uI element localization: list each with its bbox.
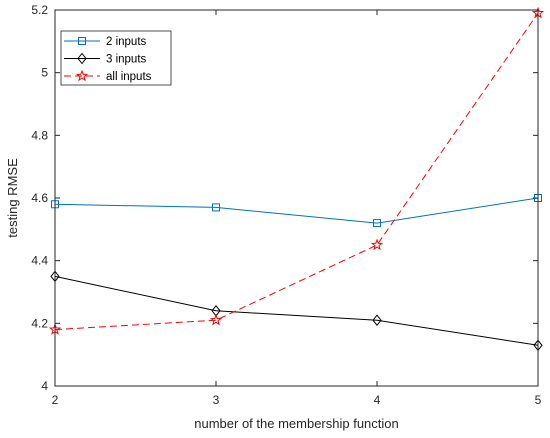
- series-3-point: [370, 238, 384, 251]
- legend-label-1: 2 inputs: [106, 36, 147, 48]
- legend: 2 inputs 3 inputs all inputs: [60, 30, 172, 86]
- x-tick-label: 4: [374, 393, 381, 407]
- y-tick-label: 4.6: [31, 191, 48, 205]
- series-line-2: [54, 275, 539, 346]
- axis-ticks: 2 3 4 5 4 4.2 4.4 4.6 4.8 5 5.2: [31, 3, 541, 407]
- y-tick-label: 4.4: [31, 254, 48, 268]
- x-tick-label: 2: [52, 393, 59, 407]
- series-1-point: [373, 219, 381, 228]
- y-tick-label: 4.8: [31, 128, 48, 142]
- series-line-3: [54, 12, 539, 331]
- legend-marker-3: [75, 69, 89, 82]
- legend-marker-1: [78, 37, 86, 45]
- y-tick-label: 5.2: [31, 3, 48, 17]
- x-tick-label: 5: [535, 393, 542, 407]
- y-tick-label: 5: [41, 66, 48, 80]
- legend-label-2: 3 inputs: [106, 54, 147, 66]
- legend-label-3: all inputs: [106, 71, 152, 83]
- y-tick-label: 4: [41, 379, 48, 393]
- legend-marker-2: [77, 52, 87, 65]
- x-axis-label: number of the membership function: [194, 416, 399, 431]
- series-2-point: [372, 314, 382, 327]
- series-3-point: [209, 313, 223, 326]
- series-1-point: [212, 203, 220, 212]
- y-tick-label: 4.2: [31, 316, 48, 330]
- x-tick-label: 3: [213, 393, 220, 407]
- y-axis-label: testing RMSE: [5, 158, 20, 238]
- series-line-1: [54, 197, 539, 224]
